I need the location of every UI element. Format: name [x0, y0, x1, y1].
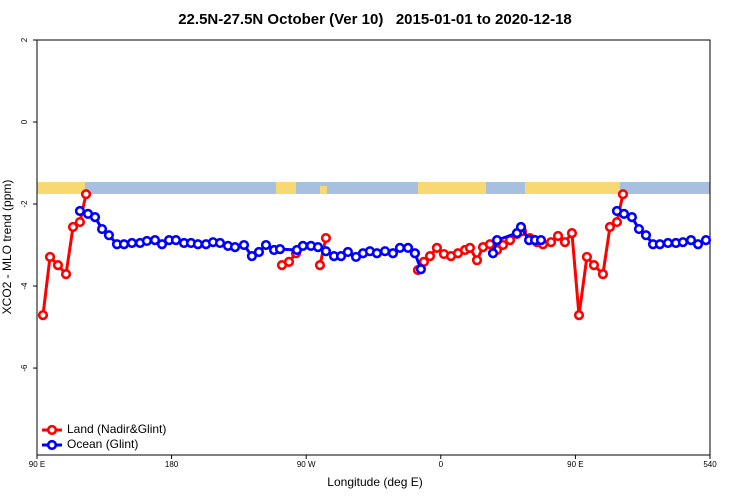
- point: [387, 248, 399, 259]
- point: [409, 248, 421, 259]
- x-tick-label: 90 W: [297, 460, 316, 469]
- point: [192, 239, 204, 250]
- point: [126, 237, 138, 249]
- point: [626, 212, 638, 223]
- point: [700, 235, 712, 246]
- point: [515, 221, 527, 233]
- point: [170, 235, 182, 246]
- point: [312, 241, 324, 253]
- legend-marker: [46, 439, 58, 451]
- point: [402, 242, 414, 254]
- point: [246, 251, 258, 262]
- y-axis-label: XCO2 - MLO trend (ppm): [0, 180, 14, 315]
- chart-title: 22.5N-27.5N October (Ver 10) 2015-01-01 …: [178, 11, 572, 28]
- point: [692, 239, 704, 250]
- x-axis-label: Longitude (deg E): [327, 475, 422, 489]
- point: [156, 239, 168, 250]
- point: [67, 221, 79, 233]
- point: [552, 230, 564, 242]
- point: [566, 228, 578, 239]
- point: [89, 212, 101, 223]
- map-land: [320, 186, 327, 194]
- point: [573, 310, 585, 321]
- point: [640, 230, 652, 241]
- point: [214, 237, 226, 249]
- y-tick-label: -2: [20, 200, 29, 208]
- point: [559, 237, 571, 248]
- x-tick-label: 90 E: [29, 460, 45, 469]
- point: [37, 310, 49, 321]
- point: [44, 251, 56, 263]
- point: [617, 189, 629, 200]
- plot-frame: [36, 39, 711, 456]
- point: [654, 239, 665, 250]
- point: [604, 221, 616, 233]
- point: [80, 189, 92, 200]
- y-tick-label: -4: [20, 282, 29, 290]
- map-land: [37, 182, 85, 194]
- point: [320, 232, 332, 244]
- point: [484, 239, 496, 250]
- point: [52, 260, 64, 271]
- legend-marker: [46, 424, 58, 436]
- point: [677, 237, 689, 248]
- point: [118, 239, 130, 250]
- point: [588, 260, 600, 271]
- point: [229, 241, 241, 253]
- point: [274, 244, 286, 255]
- point: [464, 242, 476, 254]
- point: [342, 246, 354, 258]
- point: [335, 251, 347, 262]
- point: [238, 239, 250, 251]
- point: [424, 251, 436, 262]
- point: [320, 246, 332, 257]
- point: [535, 235, 547, 246]
- point: [60, 269, 72, 280]
- point: [283, 256, 295, 267]
- map-land: [276, 182, 296, 194]
- point: [149, 235, 161, 246]
- point: [371, 248, 383, 259]
- point: [545, 237, 557, 248]
- point: [96, 223, 108, 235]
- point: [618, 208, 630, 219]
- point: [633, 223, 645, 235]
- point: [74, 216, 86, 228]
- point: [103, 230, 115, 241]
- point: [431, 242, 443, 254]
- point: [491, 235, 503, 246]
- point: [379, 246, 391, 257]
- y-tick-label: -6: [20, 364, 29, 372]
- point: [415, 264, 427, 275]
- point: [662, 237, 674, 249]
- point: [141, 235, 153, 247]
- point: [260, 239, 272, 251]
- point: [685, 235, 697, 246]
- point: [611, 216, 623, 228]
- point: [297, 240, 309, 251]
- x-tick-label: 0: [439, 460, 444, 469]
- x-tick-label: 540: [703, 460, 717, 469]
- point: [471, 255, 483, 266]
- y-tick-label: 2: [20, 37, 29, 42]
- x-tick-label: 180: [165, 460, 179, 469]
- point: [487, 248, 499, 259]
- point: [74, 205, 86, 217]
- map-land: [418, 182, 486, 194]
- x-tick-label: 90 E: [567, 460, 583, 469]
- legend-label: Land (Nadir&Glint): [67, 422, 166, 436]
- point: [314, 260, 326, 271]
- point: [597, 269, 609, 280]
- legend-label: Ocean (Glint): [67, 437, 138, 451]
- point: [394, 242, 406, 254]
- point: [581, 251, 593, 263]
- y-tick-label: 0: [20, 119, 29, 124]
- map-land: [525, 182, 620, 194]
- point: [253, 246, 265, 258]
